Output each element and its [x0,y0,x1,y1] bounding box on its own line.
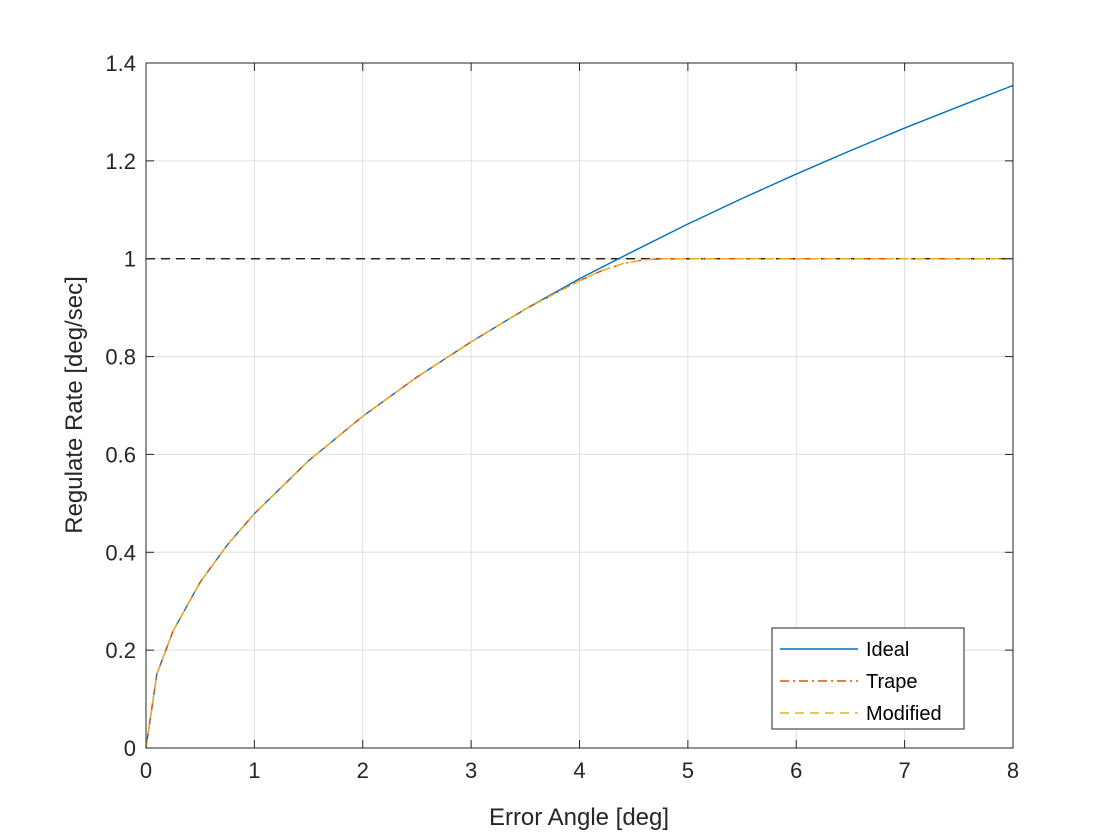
y-tick-label: 0 [124,736,136,761]
y-tick-label: 0.2 [105,638,136,663]
legend-label-ideal: Ideal [866,639,909,661]
legend: Ideal Trape Modified [771,627,965,730]
legend-box [771,627,965,730]
y-tick-label: 0.6 [105,442,136,467]
x-tick-label: 7 [899,758,911,783]
x-tick-label: 0 [140,758,152,783]
x-tick-label: 3 [465,758,477,783]
x-tick-label: 5 [682,758,694,783]
x-tick-label: 4 [573,758,585,783]
y-tick-label: 0.4 [105,540,136,565]
axis-ticks: 0 1 2 3 4 5 6 7 8 0 0.2 0.4 0.6 0.8 1 1.2 1.4 [105,51,1019,783]
x-tick-label: 2 [357,758,369,783]
y-axis-label: Regulate Rate [deg/sec] [61,276,88,534]
y-tick-label: 1.2 [105,149,136,174]
legend-label-modified: Modified [866,703,942,725]
y-tick-label: 1.4 [105,51,136,76]
x-tick-label: 1 [248,758,260,783]
x-tick-label: 8 [1007,758,1019,783]
series-lines [145,84,1014,749]
y-tick-label: 1 [124,247,136,272]
legend-label-trape: Trape [866,671,918,693]
series-line-modified [145,258,1013,749]
x-tick-label: 6 [790,758,802,783]
y-tick-label: 0.8 [105,345,136,370]
x-axis-label: Error Angle [deg] [489,804,669,831]
